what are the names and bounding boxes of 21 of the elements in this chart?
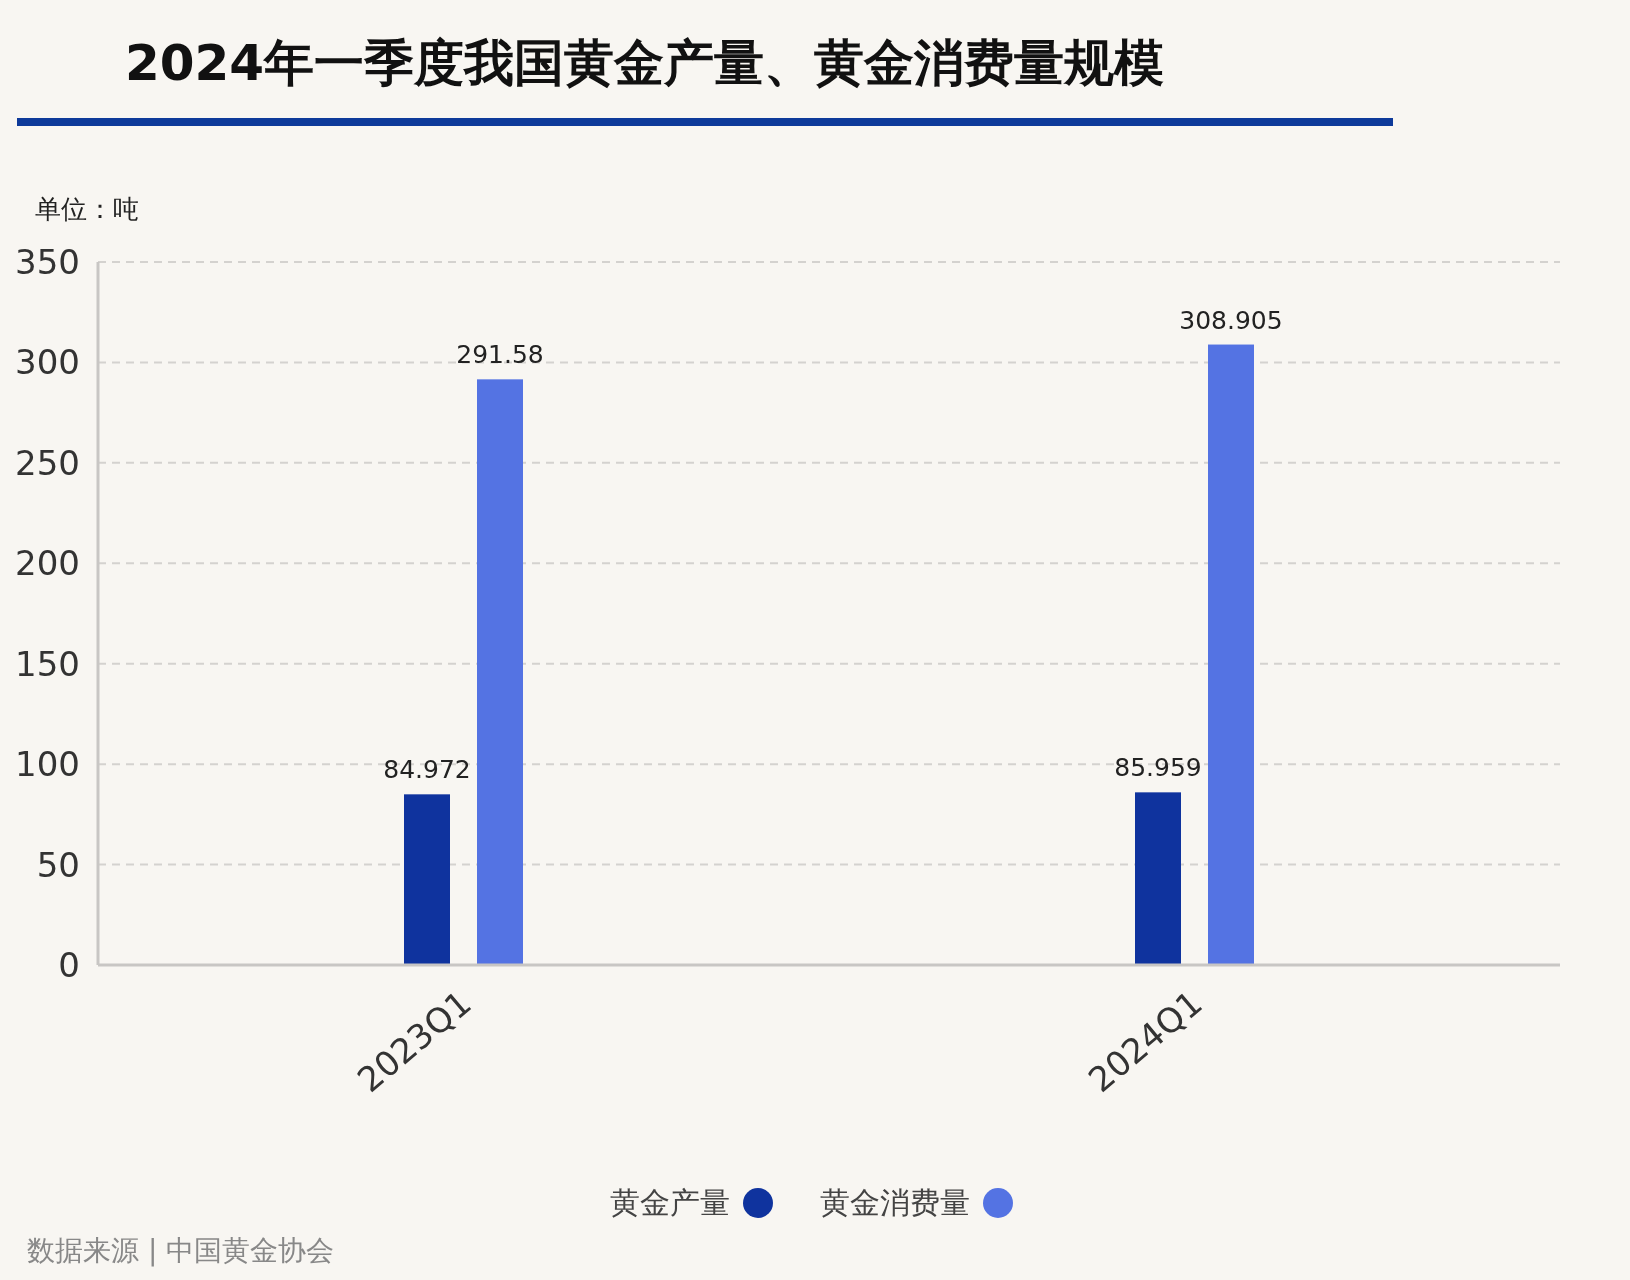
data-label: 85.959 (1114, 753, 1202, 783)
y-tick-label: 50 (36, 844, 80, 885)
y-tick-label: 150 (15, 643, 80, 684)
y-tick-label: 200 (15, 543, 80, 584)
y-tick-label: 350 (15, 242, 80, 282)
bar (1135, 792, 1181, 965)
bar (477, 379, 523, 965)
data-label: 84.972 (383, 755, 471, 785)
y-axis-title: 单位：吨 (35, 194, 139, 224)
data-label: 291.58 (456, 340, 544, 370)
legend-label: 黄金产量 (610, 1185, 730, 1220)
bar (1208, 344, 1254, 965)
y-tick-label: 100 (15, 744, 80, 785)
data-label: 308.905 (1179, 305, 1283, 335)
bar (404, 794, 450, 965)
source-note: 数据来源 | 中国黄金协会 (27, 1234, 335, 1267)
y-tick-label: 300 (15, 342, 80, 383)
legend-label: 黄金消费量 (820, 1185, 970, 1220)
y-tick-label: 0 (58, 945, 80, 985)
y-tick-label: 250 (15, 442, 80, 483)
chart-title: 2024年一季度我国黄金产量、黄金消费量规模 (125, 34, 1165, 92)
